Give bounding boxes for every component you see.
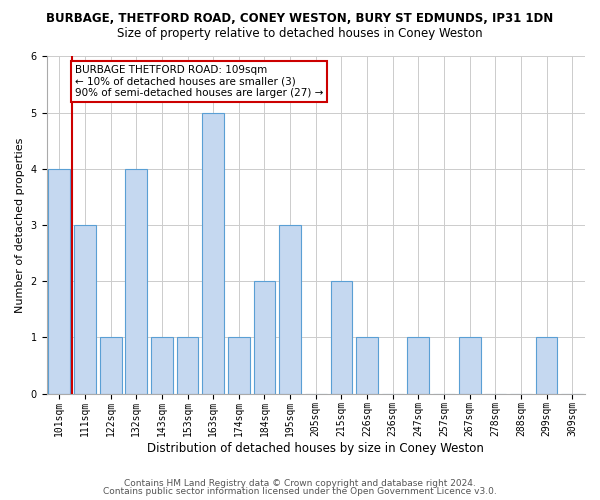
- Bar: [254, 281, 275, 394]
- Bar: [125, 169, 147, 394]
- Text: Contains HM Land Registry data © Crown copyright and database right 2024.: Contains HM Land Registry data © Crown c…: [124, 478, 476, 488]
- Bar: [100, 338, 122, 394]
- Y-axis label: Number of detached properties: Number of detached properties: [15, 138, 25, 312]
- Bar: [202, 112, 224, 394]
- Bar: [49, 169, 70, 394]
- Bar: [176, 338, 199, 394]
- Text: BURBAGE THETFORD ROAD: 109sqm
← 10% of detached houses are smaller (3)
90% of se: BURBAGE THETFORD ROAD: 109sqm ← 10% of d…: [75, 65, 323, 98]
- Text: Size of property relative to detached houses in Coney Weston: Size of property relative to detached ho…: [117, 28, 483, 40]
- Bar: [228, 338, 250, 394]
- X-axis label: Distribution of detached houses by size in Coney Weston: Distribution of detached houses by size …: [148, 442, 484, 455]
- Text: Contains public sector information licensed under the Open Government Licence v3: Contains public sector information licen…: [103, 487, 497, 496]
- Text: BURBAGE, THETFORD ROAD, CONEY WESTON, BURY ST EDMUNDS, IP31 1DN: BURBAGE, THETFORD ROAD, CONEY WESTON, BU…: [46, 12, 554, 26]
- Bar: [331, 281, 352, 394]
- Bar: [459, 338, 481, 394]
- Bar: [151, 338, 173, 394]
- Bar: [356, 338, 378, 394]
- Bar: [407, 338, 429, 394]
- Bar: [74, 225, 96, 394]
- Bar: [279, 225, 301, 394]
- Bar: [536, 338, 557, 394]
